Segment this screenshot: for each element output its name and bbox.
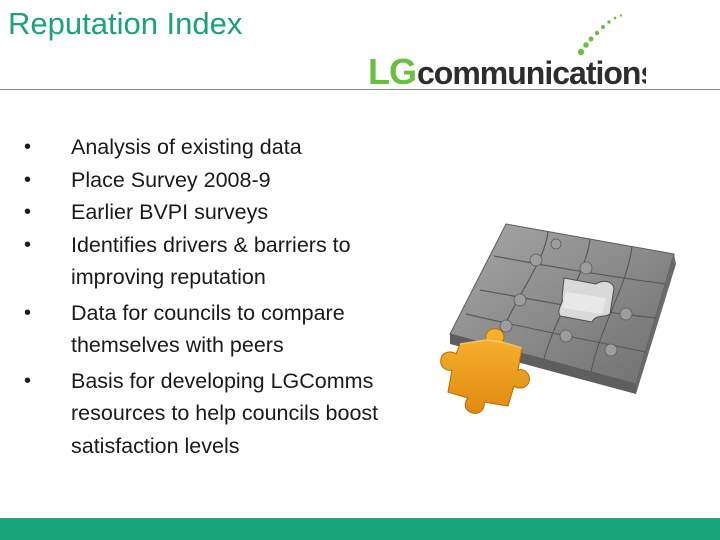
lgcommunications-logo: LG communications	[368, 14, 646, 86]
footer-bar	[0, 518, 720, 540]
svg-text:LG: LG	[368, 51, 416, 86]
bullet-text: Analysis of existing data	[71, 135, 302, 159]
bullet-item: • Place Survey 2008-9	[24, 164, 444, 197]
bullet-item: • Earlier BVPI surveys	[24, 196, 444, 229]
bullet-icon: •	[24, 301, 32, 324]
header-divider	[0, 89, 720, 90]
bullet-item: • Analysis of existing data	[24, 131, 444, 164]
bullet-item: • Identifies drivers & barriers to improv…	[24, 229, 444, 294]
slide-title: Reputation Index	[8, 6, 243, 41]
bullet-text: Data for councils to compare themselves …	[71, 300, 345, 358]
bullet-list: • Analysis of existing data • Place Survey…	[24, 131, 444, 462]
bullet-icon: •	[24, 136, 32, 158]
bullet-text: Basis for developing LGComms resources t…	[71, 368, 379, 458]
bullet-item: • Basis for developing LGComms resources …	[24, 365, 444, 463]
bullet-text: Earlier BVPI surveys	[71, 200, 269, 224]
bullet-item: • Data for councils to compare themselves…	[24, 297, 444, 362]
bullet-icon: •	[24, 369, 32, 392]
bullet-icon: •	[24, 168, 32, 191]
bullet-icon: •	[24, 233, 32, 256]
bullet-text: Place Survey 2008-9	[71, 167, 271, 192]
puzzle-pieces-image	[440, 223, 676, 414]
svg-text:communications: communications	[417, 55, 646, 86]
bullet-text: Identifies drivers & barriers to improvi…	[71, 232, 351, 290]
bullet-icon: •	[24, 201, 32, 223]
